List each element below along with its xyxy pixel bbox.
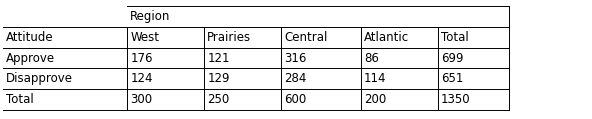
Text: 600: 600 [284, 93, 307, 106]
Text: 86: 86 [364, 52, 379, 64]
Text: Total: Total [6, 93, 34, 106]
Text: 129: 129 [207, 72, 230, 85]
Text: Region: Region [130, 10, 170, 23]
Text: 121: 121 [207, 52, 230, 64]
Text: 316: 316 [284, 52, 307, 64]
Text: Attitude: Attitude [6, 31, 53, 44]
Text: Atlantic: Atlantic [364, 31, 409, 44]
Text: 200: 200 [364, 93, 387, 106]
Text: 124: 124 [130, 72, 153, 85]
Text: 284: 284 [284, 72, 307, 85]
Text: Prairies: Prairies [207, 31, 252, 44]
Text: Total: Total [441, 31, 469, 44]
Text: 300: 300 [130, 93, 152, 106]
Text: 176: 176 [130, 52, 153, 64]
Text: 250: 250 [207, 93, 230, 106]
Text: 651: 651 [441, 72, 464, 85]
Text: Approve: Approve [6, 52, 55, 64]
Text: 1350: 1350 [441, 93, 471, 106]
Text: Disapprove: Disapprove [6, 72, 73, 85]
Text: West: West [130, 31, 159, 44]
Text: Central: Central [284, 31, 327, 44]
Text: 699: 699 [441, 52, 464, 64]
Text: 114: 114 [364, 72, 387, 85]
